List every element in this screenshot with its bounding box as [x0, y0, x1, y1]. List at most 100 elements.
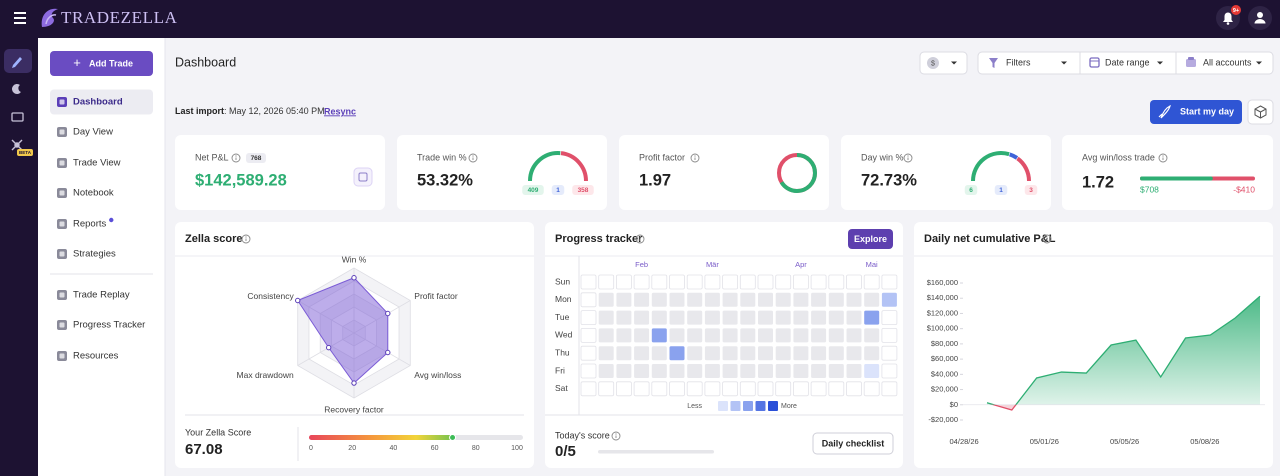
beta-text: BETA [19, 150, 32, 155]
heatmap-cell [616, 292, 632, 307]
menu-button[interactable] [14, 12, 26, 24]
nav-item[interactable]: Day View [57, 127, 113, 138]
pnl-icon-button[interactable] [353, 167, 373, 187]
notifications-button[interactable]: 9+ [1216, 5, 1241, 30]
radar-point [325, 344, 332, 351]
filters-dropdown[interactable]: Filters [989, 57, 1067, 68]
heatmap-cell [846, 346, 862, 361]
start-my-day-text: Start my day [1180, 106, 1234, 116]
info-icon[interactable] [468, 153, 478, 163]
info-icon[interactable] [1042, 234, 1052, 244]
info-icon[interactable] [690, 153, 700, 163]
heatmap-cell [863, 381, 880, 397]
info-icon[interactable] [611, 431, 621, 441]
date-range-dropdown[interactable]: Date range [1089, 57, 1163, 68]
accounts-dropdown[interactable]: All accounts [1186, 57, 1262, 67]
nav-icon-inner [59, 322, 65, 328]
heatmap-cell [757, 381, 774, 397]
nav-item[interactable]: Progress Tracker [57, 320, 145, 331]
add-trade-button[interactable]: + Add Trade [50, 51, 153, 76]
heatmap-cell [810, 381, 827, 397]
last-import-value: : May 12, 2026 05:40 PM [224, 106, 325, 116]
heatmap-cell [633, 274, 650, 290]
nav-label: Day View [73, 127, 113, 138]
heatmap-cell [580, 327, 597, 343]
filter-bar [977, 51, 1274, 75]
legend-less: Less [687, 403, 702, 410]
heatmap-cell [634, 364, 650, 378]
nav-item[interactable]: Strategies [57, 249, 116, 260]
info-dot [235, 155, 237, 157]
heatmap-cell [651, 310, 667, 325]
logo-text: TRADEZELLA [61, 8, 178, 27]
heatmap-cell [722, 364, 738, 378]
nav-item[interactable]: Trade Replay [57, 290, 130, 301]
heatmap-cell [616, 328, 632, 343]
heatmap-cell [757, 274, 774, 290]
heatmap-cell [758, 292, 773, 307]
user-button[interactable] [1248, 6, 1272, 30]
heatmap-cell [793, 274, 809, 290]
rail-tool-icon[interactable] [11, 139, 23, 151]
x-tick-label: 05/08/26 [1190, 437, 1219, 446]
pnl-panel [914, 222, 1273, 468]
heatmap-cell [828, 364, 844, 378]
info-circle [1042, 234, 1052, 244]
last-import: Last import: May 12, 2026 05:40 PM [175, 106, 325, 116]
nav-item[interactable]: Notebook [57, 188, 114, 199]
daily-checklist-button[interactable]: Daily checklist [812, 432, 894, 455]
info-icon[interactable] [1158, 153, 1168, 163]
info-icon[interactable] [635, 234, 645, 244]
logo[interactable]: TRADEZELLA [41, 8, 178, 27]
avg-win-text: $708 [1140, 184, 1159, 194]
date-range-text: Date range [1105, 57, 1150, 67]
zella-score-value: 67.08 [185, 441, 223, 458]
heatmap-cell [793, 310, 809, 325]
net-pnl-value: $142,589.28 [195, 171, 287, 189]
cube-button[interactable] [1247, 99, 1274, 125]
dynamic-layer: 409 1 358 6 1 3 Win % Profit factor Avg win/loss… [231, 151, 1265, 452]
rail-moon-icon[interactable] [12, 84, 21, 94]
y-tick-label: $120,000 [927, 308, 958, 317]
count-text: 768 [251, 155, 262, 162]
currency-text: $ [931, 60, 935, 67]
info-icon[interactable] [241, 234, 251, 244]
explore-button[interactable]: Explore [848, 229, 893, 249]
heatmap-cell [775, 328, 791, 343]
heatmap-cell [651, 328, 667, 343]
score-fill [309, 435, 453, 440]
heatmap-cell [775, 310, 791, 325]
nav-item[interactable]: Resources [57, 351, 119, 362]
today-score-value: 0/5 [555, 443, 576, 460]
resync-link[interactable]: Resync [324, 106, 356, 116]
start-my-day-button[interactable]: Start my day [1150, 100, 1242, 124]
zella-score-label: Your Zella Score [185, 427, 251, 437]
y-tick-label: $0 [950, 400, 958, 409]
heatmap-cell [616, 364, 632, 378]
nav-item[interactable]: Dashboard [50, 89, 153, 115]
today-score-label: Today's score [555, 430, 610, 440]
radar-axis-label: Win % [342, 254, 367, 264]
info-icon[interactable] [903, 153, 913, 163]
info-icon[interactable] [231, 153, 241, 163]
radar-point [351, 380, 357, 386]
rail-journal-icon[interactable] [12, 57, 22, 68]
heatmap-cell [704, 328, 720, 343]
rail-ticket-icon[interactable] [11, 112, 24, 122]
radar-axis-label: Max drawdown [237, 370, 294, 380]
nav-item[interactable]: Reports [57, 217, 114, 230]
line-positive [986, 295, 1261, 405]
heatmap-cell [598, 364, 614, 378]
beta-tag [17, 149, 33, 156]
currency-dropdown[interactable]: $ [919, 51, 968, 75]
heatmap-cell [811, 364, 827, 378]
heatmap-cell [881, 363, 898, 379]
gauge-badge-text: 6 [969, 187, 973, 194]
heatmap-cell [864, 292, 880, 307]
nav-item[interactable]: Trade View [57, 158, 121, 169]
nav-label: Trade Replay [73, 290, 130, 301]
nav-label: Dashboard [73, 97, 123, 108]
nav-icon-inner [59, 190, 65, 196]
heatmap-cell [669, 328, 685, 343]
heatmap-cell [828, 381, 845, 397]
